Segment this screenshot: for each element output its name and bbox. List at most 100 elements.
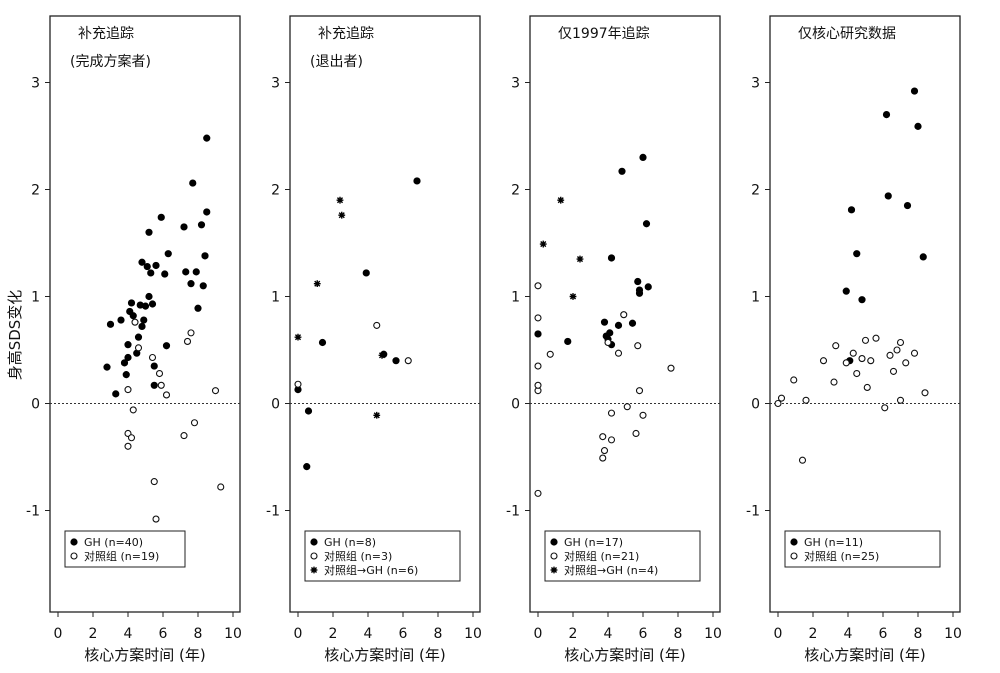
y-tick-label: 2: [511, 183, 520, 199]
data-point: [853, 250, 861, 258]
data-point: [150, 362, 158, 370]
legend-marker: [310, 566, 318, 574]
data-point: [145, 292, 153, 301]
x-tick-label: 6: [399, 626, 408, 642]
legend-entry: 对照组 (n=3): [324, 549, 392, 563]
data-point: [203, 134, 211, 142]
y-tick-label: 1: [31, 290, 40, 306]
data-point: [842, 287, 850, 295]
x-tick-label: 0: [54, 626, 63, 642]
data-point: [607, 409, 616, 417]
x-tick-label: 2: [569, 626, 578, 642]
y-tick-label: 3: [31, 76, 40, 92]
y-tick-label: 3: [271, 76, 280, 92]
legend: GH (n=40)对照组 (n=19): [64, 530, 186, 568]
data-point: [893, 346, 901, 354]
data-point: [599, 454, 607, 462]
series-filled-circle: [294, 177, 421, 471]
scatter-panel-4: -1 0 1 2 3 0 2 4 6 8 10 核心方案时间 (年) 仅核心研究数据 GH (n=11)对…: [746, 15, 962, 664]
series-open-circle: [774, 334, 929, 464]
data-point: [849, 349, 857, 357]
data-point: [413, 177, 421, 185]
data-point: [534, 314, 542, 322]
data-point: [138, 258, 146, 266]
data-point: [183, 337, 192, 345]
data-point: [919, 253, 927, 261]
data-point: [201, 252, 209, 260]
data-point: [557, 196, 565, 204]
panel-title: 仅1997年追踪: [558, 26, 650, 42]
data-point: [124, 386, 132, 394]
y-tick-label: 1: [511, 290, 520, 306]
data-point: [539, 240, 547, 248]
legend-marker: [550, 552, 558, 560]
x-tick-label: 10: [224, 626, 242, 642]
data-point: [620, 311, 628, 319]
y-tick-label: 3: [511, 76, 520, 92]
panel-frame: [49, 15, 241, 613]
legend-entry: 对照组→GH (n=6): [324, 563, 418, 577]
data-point: [614, 349, 623, 357]
y-axis-label: 身高SDS变化: [6, 290, 24, 381]
data-point: [378, 351, 386, 359]
data-point: [604, 338, 612, 347]
legend-marker: [550, 566, 558, 574]
data-point: [211, 387, 220, 395]
data-point: [124, 353, 132, 362]
data-point: [190, 419, 199, 427]
data-point: [180, 432, 188, 440]
x-axis-label: 核心方案时间 (年): [324, 646, 445, 664]
data-point: [861, 336, 870, 344]
panel-title: 仅核心研究数据: [798, 26, 896, 42]
data-point: [217, 483, 225, 491]
data-point: [112, 390, 120, 398]
x-tick-label: 10: [464, 626, 482, 642]
data-point: [635, 289, 644, 297]
data-point: [606, 329, 614, 337]
legend-entry: GH (n=40): [84, 536, 143, 549]
x-tick-label: 10: [944, 626, 962, 642]
legend-entry: 对照组 (n=19): [84, 549, 159, 563]
data-point: [303, 463, 311, 471]
data-point: [120, 359, 129, 367]
data-point: [189, 179, 197, 187]
data-point: [162, 391, 171, 399]
legend-box: [784, 530, 941, 568]
series-filled-circle: [103, 134, 211, 398]
data-point: [148, 300, 157, 308]
data-point: [600, 447, 609, 455]
y-tick-label: 0: [511, 397, 520, 413]
scatter-panel-3: -1 0 1 2 3 0 2 4 6 8 10 核心方案时间 (年) 仅1997年追踪 GH (n=17)…: [506, 15, 722, 664]
x-tick-label: 2: [809, 626, 818, 642]
data-point: [152, 261, 160, 270]
legend-marker: [790, 538, 798, 546]
y-tick-label: -1: [266, 504, 280, 520]
x-axis-label: 核心方案时间 (年): [84, 646, 205, 664]
data-point: [124, 442, 132, 450]
data-point: [914, 122, 922, 130]
data-point: [872, 334, 880, 342]
data-point: [313, 280, 321, 288]
x-axis-label: 核心方案时间 (年): [564, 646, 685, 664]
x-tick-label: 8: [914, 626, 923, 642]
data-point: [777, 394, 786, 402]
x-tick-label: 0: [534, 626, 543, 642]
y-tick-label: 2: [31, 183, 40, 199]
data-point: [858, 355, 866, 363]
y-tick-label: 2: [271, 183, 280, 199]
data-point: [203, 208, 211, 216]
data-point: [164, 250, 172, 258]
legend: GH (n=11)对照组 (n=25): [784, 530, 941, 568]
y-tick-label: -1: [26, 504, 40, 520]
data-point: [157, 213, 165, 221]
x-tick-label: 2: [89, 626, 98, 642]
x-tick-label: 0: [294, 626, 303, 642]
data-point: [161, 270, 169, 278]
data-point: [134, 333, 143, 341]
data-point: [162, 342, 171, 350]
series-filled-circle: [842, 87, 927, 365]
legend-entry: 对照组 (n=21): [564, 549, 639, 563]
data-point: [634, 342, 642, 350]
